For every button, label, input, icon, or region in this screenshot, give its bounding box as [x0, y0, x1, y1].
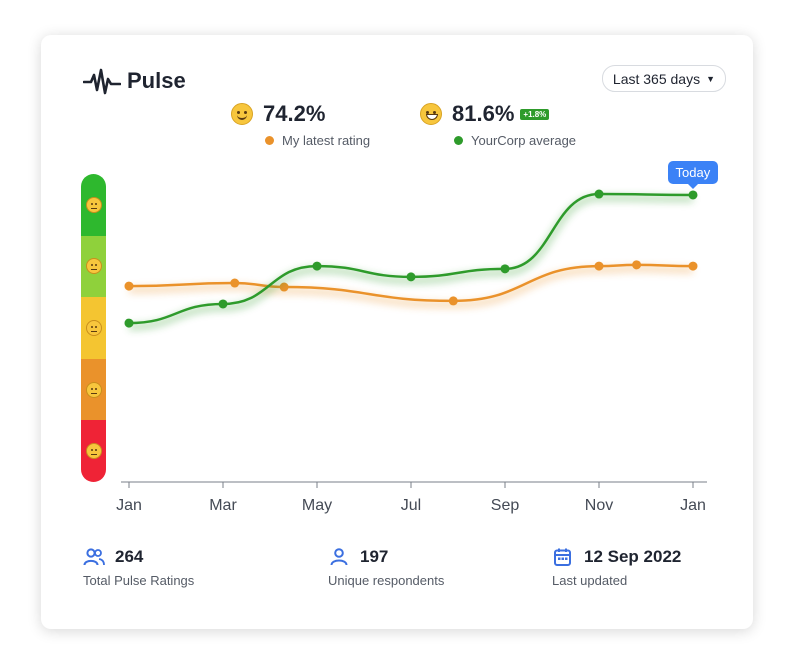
yourcorp-average-point	[594, 189, 604, 199]
my-latest-rating-point	[594, 261, 604, 271]
yourcorp-average-point	[406, 272, 416, 282]
date-range-label: Last 365 days	[612, 70, 701, 87]
x-tick-label: May	[302, 497, 332, 514]
neutral-face-icon	[85, 319, 102, 336]
x-tick-label: Nov	[585, 497, 613, 514]
doubtful-face-icon	[85, 381, 102, 398]
card-header: Pulse	[83, 66, 186, 96]
my-latest-rating-point	[632, 260, 642, 270]
my-latest-rating-point	[124, 281, 134, 291]
pulse-card: Pulse Last 365 days ▼ 74.2% My latest ra…	[41, 35, 753, 629]
yourcorp-average-point	[218, 299, 228, 309]
x-tick-label: Mar	[209, 497, 237, 514]
my-latest-rating-point	[279, 282, 289, 292]
calendar-icon	[554, 548, 571, 566]
total-ratings-stat: 264 Total Pulse Ratings	[83, 547, 194, 588]
happy-face-icon	[85, 258, 102, 275]
delta-badge: +1.8%	[520, 108, 550, 120]
total-ratings-value: 264	[115, 547, 144, 566]
today-tooltip: Today	[667, 160, 719, 189]
my-latest-rating-point	[448, 296, 458, 306]
pulse-line-chart: Jan Mar May Jul Sep Nov Jan	[116, 189, 707, 514]
unique-respondents-value: 197	[360, 547, 389, 566]
my-rating-legend-dot	[265, 136, 274, 145]
rating-segment-1	[81, 235, 106, 298]
rating-segment-4	[81, 420, 106, 482]
grin-face-icon	[420, 103, 442, 125]
unhappy-face-icon	[85, 443, 102, 460]
corp-average-legend-dot	[454, 136, 463, 145]
smirk-face-icon	[231, 103, 253, 125]
unique-respondents-label: Unique respondents	[328, 573, 445, 588]
yourcorp-average-point	[500, 264, 510, 274]
unique-respondents-stat: 197 Unique respondents	[328, 547, 444, 588]
rating-segment-0	[81, 174, 106, 236]
my-rating-value: 74.2%	[263, 101, 326, 126]
corp-average-label: YourCorp average	[471, 133, 577, 148]
last-updated-stat: 12 Sep 2022 Last updated	[552, 547, 681, 588]
corp-average-value: 81.6%	[452, 101, 515, 126]
my-rating-label: My latest rating	[282, 133, 371, 148]
very-happy-face-icon	[85, 196, 102, 213]
page-title: Pulse	[127, 68, 186, 93]
corp-average-stat: 81.6% +1.8% YourCorp average	[420, 101, 576, 148]
my-latest-rating-point	[688, 261, 698, 271]
x-tick-label: Jan	[116, 497, 142, 514]
users-icon	[83, 548, 105, 566]
x-tick-label: Jan	[680, 497, 706, 514]
my-rating-stat: 74.2% My latest rating	[231, 101, 370, 148]
last-updated-label: Last updated	[552, 573, 628, 588]
rating-scale-bar	[81, 174, 106, 482]
pulse-icon	[83, 68, 121, 95]
total-ratings-label: Total Pulse Ratings	[83, 573, 195, 588]
caret-down-icon: ▼	[706, 73, 715, 84]
rating-segment-2	[81, 297, 106, 359]
rating-segment-3	[81, 358, 106, 421]
yourcorp-average-point	[312, 261, 322, 271]
last-updated-value: 12 Sep 2022	[584, 547, 682, 566]
yourcorp-average-glow	[128, 195, 694, 331]
yourcorp-average-point	[688, 190, 698, 200]
x-tick-label: Jul	[401, 497, 421, 514]
date-range-dropdown[interactable]: Last 365 days ▼	[601, 65, 726, 92]
yourcorp-average-point	[124, 318, 134, 328]
user-icon	[330, 548, 348, 566]
my-latest-rating-point	[230, 278, 240, 288]
x-tick-label: Sep	[491, 497, 520, 514]
